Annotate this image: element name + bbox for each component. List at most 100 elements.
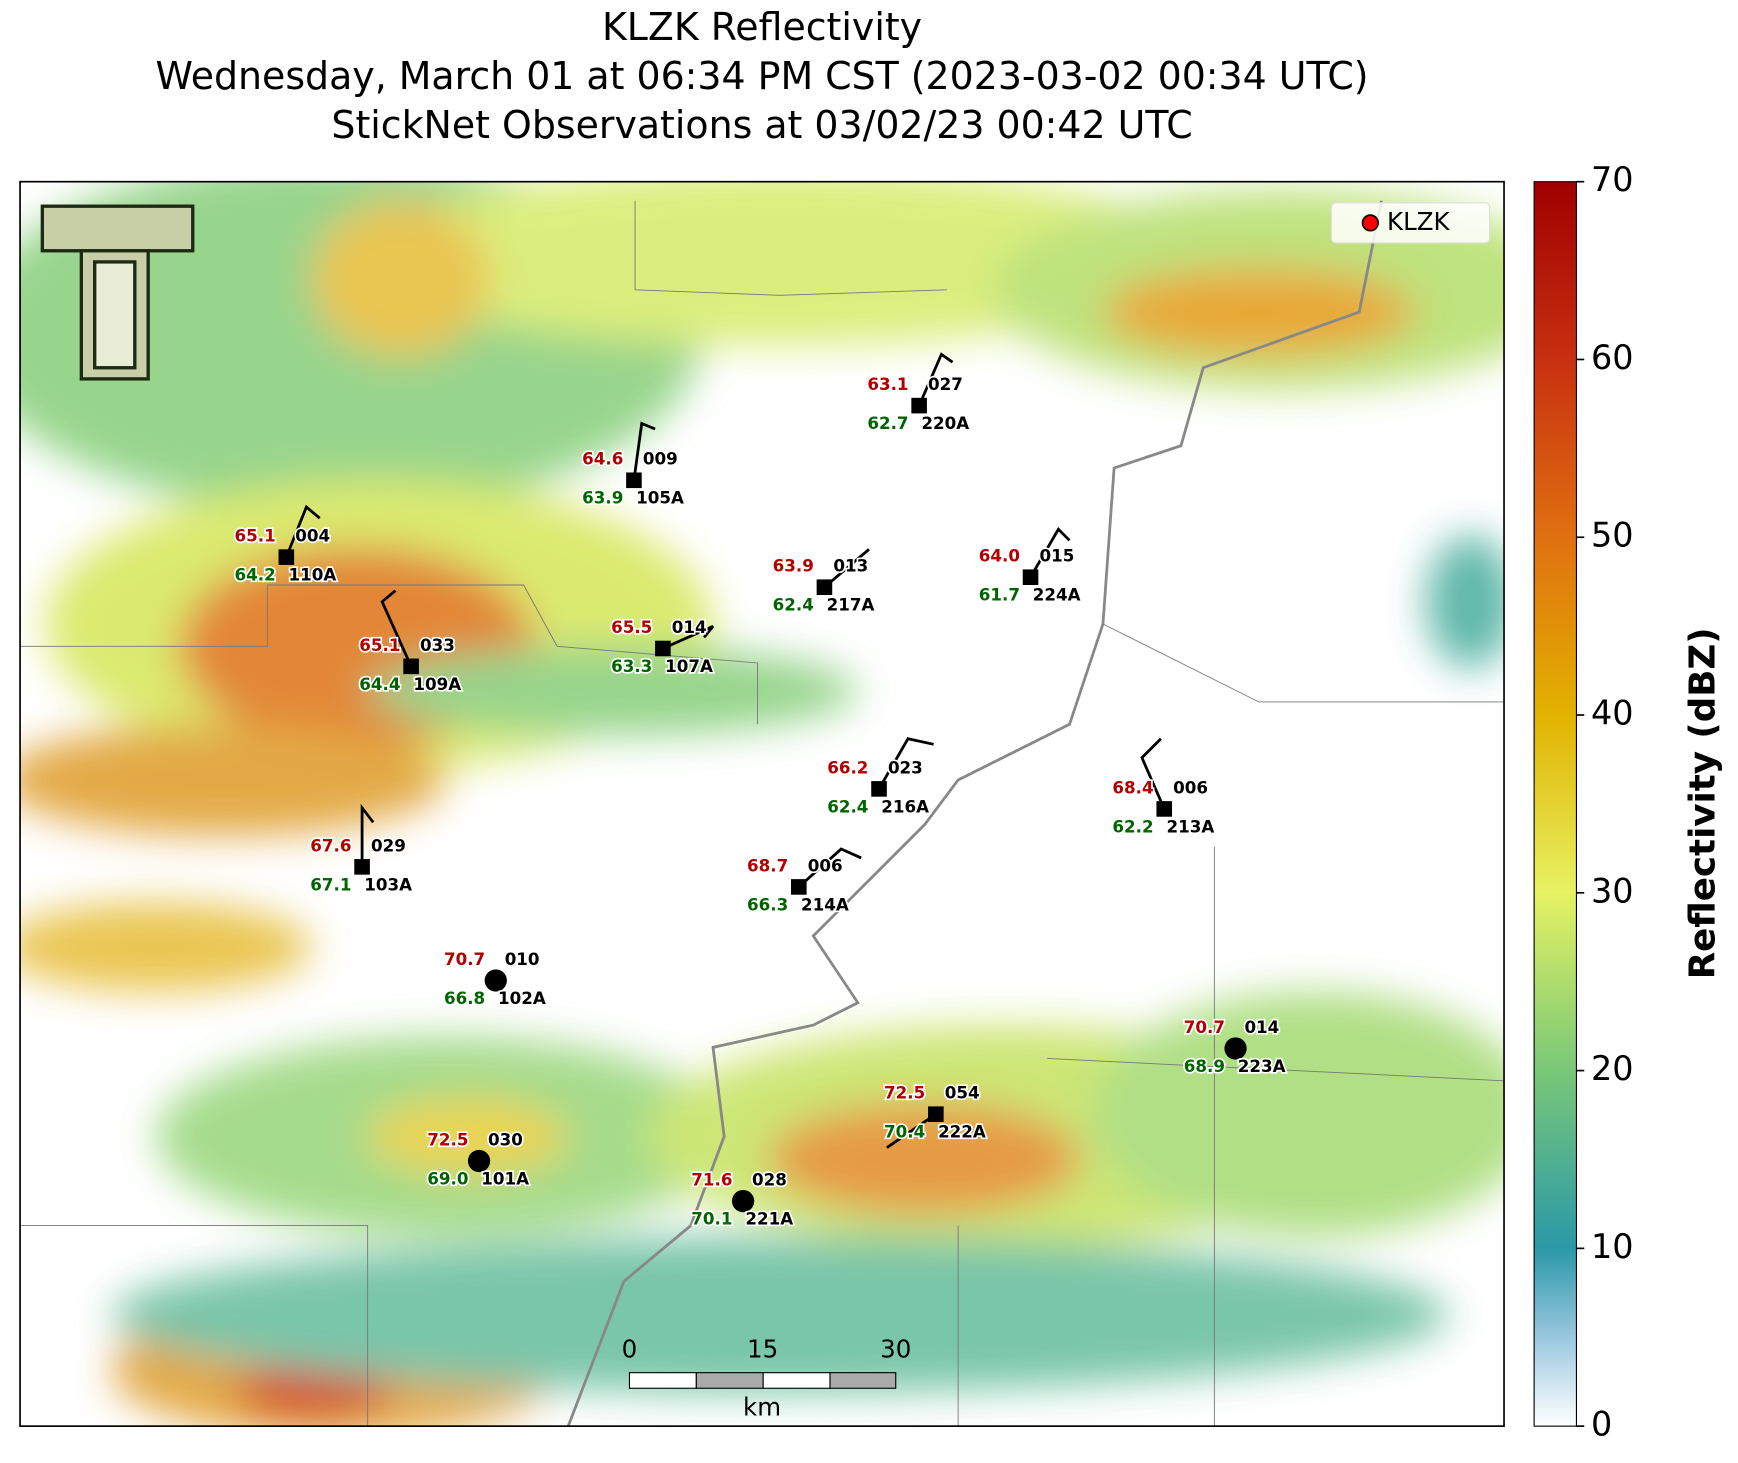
temperature: 65.5 [611, 617, 652, 637]
legend-label: KLZK [1387, 207, 1450, 236]
temperature: 72.5 [427, 1129, 468, 1149]
temperature: 70.7 [1184, 1017, 1225, 1037]
wind: 004 [295, 526, 330, 546]
station-id: 223A [1238, 1056, 1286, 1076]
wind: 028 [752, 1170, 787, 1190]
dewpoint: 63.3 [611, 656, 652, 676]
temperature: 70.7 [444, 949, 485, 969]
station-id: 102A [498, 988, 546, 1008]
dewpoint: 69.0 [427, 1168, 468, 1188]
station-id: 213A [1166, 816, 1214, 836]
station-id: 216A [881, 796, 929, 816]
dewpoint: 64.2 [235, 565, 276, 585]
radar-field [20, 181, 1505, 1427]
temperature: 68.7 [747, 855, 788, 875]
station-marker [655, 640, 671, 657]
scale-bar: km [628, 1372, 897, 1421]
station-marker [467, 1149, 491, 1173]
station-id: 101A [481, 1168, 529, 1188]
colorbar-tick-label: 40 [1591, 694, 1634, 733]
wind: 023 [888, 757, 923, 777]
dewpoint: 62.2 [1112, 816, 1153, 836]
station-marker [791, 879, 807, 895]
scale-tick-label: 0 [622, 1334, 638, 1363]
colorbar-label: Reflectivity (dBZ) [1683, 627, 1724, 979]
wind: 009 [643, 449, 678, 469]
map-frame [19, 180, 1505, 1427]
wind: 014 [672, 617, 707, 637]
wind: 030 [488, 1129, 523, 1149]
temperature: 64.6 [582, 449, 623, 469]
station-id: 217A [827, 595, 875, 615]
wind: 014 [1244, 1017, 1279, 1037]
wind: 013 [833, 556, 868, 576]
subtitle: Wednesday, March 01 at 06:34 PM CST (202… [156, 54, 1369, 98]
colorbar-tick-label: 20 [1591, 1049, 1634, 1088]
station-id: 103A [364, 874, 412, 894]
dewpoint: 62.7 [867, 413, 908, 433]
station-marker [278, 549, 295, 565]
title: KLZK Reflectivity [602, 5, 922, 49]
temperature: 64.0 [979, 546, 1020, 566]
temperature: 63.9 [773, 556, 814, 576]
wind: 027 [928, 374, 963, 394]
dewpoint: 67.1 [310, 874, 351, 894]
station-id: 222A [938, 1122, 986, 1142]
dewpoint: 66.3 [747, 894, 788, 914]
station-marker [911, 397, 927, 414]
temperature: 68.4 [1112, 777, 1153, 797]
dewpoint: 70.4 [884, 1122, 925, 1142]
station-marker [354, 859, 370, 875]
subtitle: StickNet Observations at 03/02/23 00:42 … [331, 103, 1192, 147]
dewpoint: 64.4 [359, 674, 400, 694]
station-id: 214A [801, 894, 849, 914]
scale-tick-label: 30 [880, 1334, 911, 1363]
dewpoint: 63.9 [582, 488, 623, 508]
wind: 006 [1173, 777, 1208, 797]
colorbar-tick-label: 0 [1591, 1405, 1612, 1444]
temperature: 67.6 [310, 835, 351, 855]
legend-marker [1361, 214, 1379, 232]
dewpoint: 62.4 [773, 595, 814, 615]
temperature: 65.1 [359, 635, 400, 655]
temperature: 65.1 [235, 526, 276, 546]
station-marker [731, 1189, 755, 1213]
colorbar-tick-label: 30 [1591, 871, 1634, 910]
station-id: 221A [745, 1209, 793, 1229]
temperature: 71.6 [691, 1170, 732, 1190]
scale-unit: km [743, 1392, 781, 1421]
station-id: 224A [1033, 585, 1081, 605]
logo [40, 204, 195, 381]
river [566, 200, 1383, 1427]
station-marker [871, 781, 887, 797]
dewpoint: 66.8 [444, 988, 485, 1008]
station-id: 109A [413, 674, 461, 694]
wind: 010 [505, 949, 540, 969]
dewpoint: 62.4 [827, 796, 868, 816]
station-id: 105A [636, 488, 684, 508]
scale-tick-label: 15 [747, 1334, 778, 1363]
dewpoint: 70.1 [691, 1209, 732, 1229]
wind: 054 [945, 1083, 980, 1103]
wind: 006 [808, 855, 843, 875]
station-marker [1224, 1037, 1247, 1060]
temperature: 63.1 [867, 374, 908, 394]
legend: KLZK [1330, 202, 1491, 244]
colorbar [1533, 181, 1578, 1427]
station-id: 107A [665, 656, 713, 676]
temperature: 66.2 [827, 757, 868, 777]
station-id: 110A [289, 565, 337, 585]
station-marker [484, 969, 507, 992]
dewpoint: 61.7 [979, 585, 1020, 605]
colorbar-tick-label: 50 [1591, 516, 1634, 555]
station-marker [1156, 801, 1173, 817]
colorbar-tick-label: 70 [1591, 160, 1634, 199]
wind: 033 [420, 635, 455, 655]
colorbar-tick-label: 10 [1591, 1227, 1634, 1266]
station-marker [928, 1106, 944, 1122]
county-lines [20, 200, 1505, 1427]
station-marker [816, 579, 833, 596]
station-marker [1022, 569, 1039, 585]
colorbar-tick-label: 60 [1591, 338, 1634, 377]
